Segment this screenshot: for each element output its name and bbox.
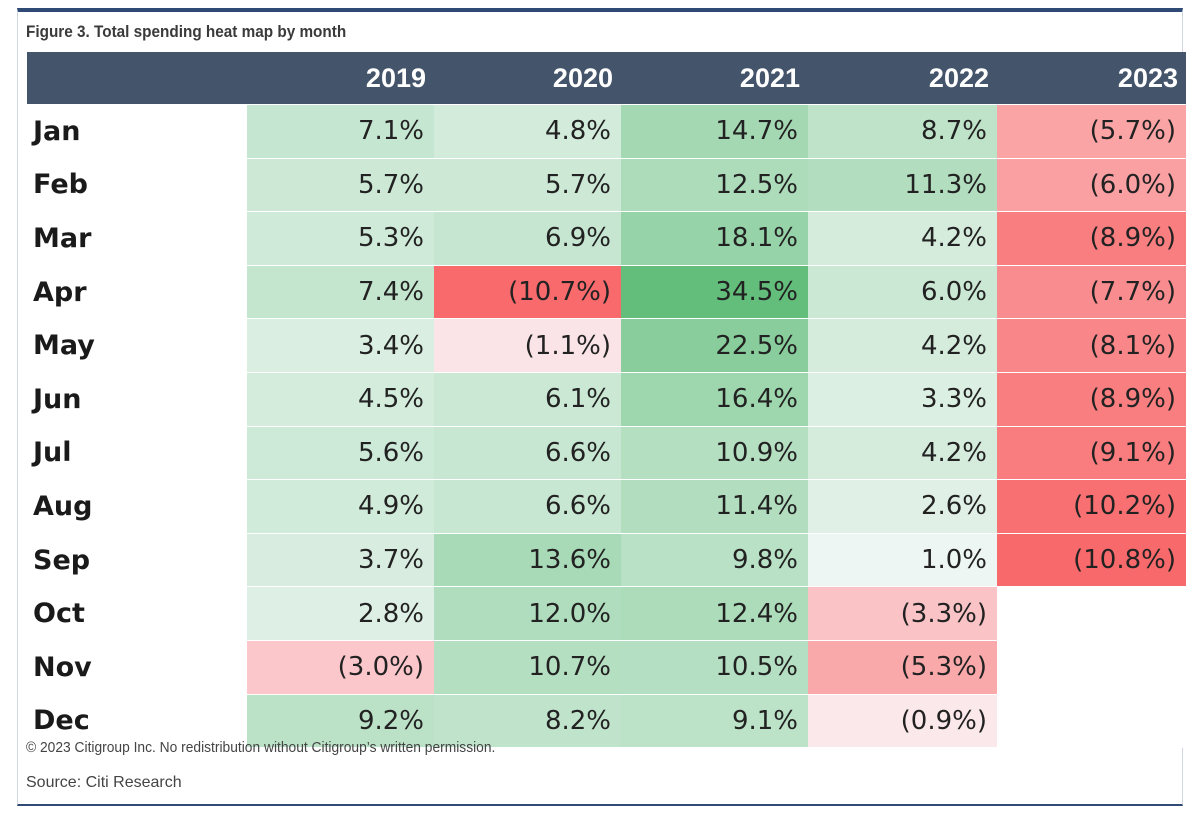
heat-cell: (3.3%) [808, 586, 997, 641]
heat-cell: 6.9% [434, 211, 621, 266]
heat-cell: 34.5% [621, 265, 808, 319]
heat-cell: 11.3% [808, 158, 997, 212]
row-label: May [27, 318, 247, 373]
heat-cell: 8.7% [808, 104, 997, 159]
copyright-note: © 2023 Citigroup Inc. No redistribution … [26, 739, 496, 756]
heat-cell: (10.2%) [997, 479, 1186, 534]
row-label: Nov [27, 640, 247, 695]
heat-cell: 8.2% [434, 694, 621, 748]
row-label: Sep [27, 533, 247, 587]
table-row: Jun 4.5% 6.1% 16.4% 3.3% (8.9%) [27, 372, 1186, 427]
header-corner [27, 52, 247, 105]
heat-cell: (8.9%) [997, 211, 1186, 266]
column-header: 2020 [434, 52, 621, 105]
heat-cell: 5.6% [247, 426, 434, 480]
row-label: Jul [27, 426, 247, 480]
heat-cell: 4.8% [434, 104, 621, 159]
heat-cell: 1.0% [808, 533, 997, 587]
heat-cell: (8.1%) [997, 318, 1186, 373]
column-header: 2021 [621, 52, 808, 105]
heat-cell: (1.1%) [434, 318, 621, 373]
heat-cell: 12.5% [621, 158, 808, 212]
table-row: Mar 5.3% 6.9% 18.1% 4.2% (8.9%) [27, 211, 1186, 266]
row-label: Aug [27, 479, 247, 534]
table-row: Jul 5.6% 6.6% 10.9% 4.2% (9.1%) [27, 426, 1186, 480]
row-label: Jun [27, 372, 247, 427]
heat-cell: 9.8% [621, 533, 808, 587]
heat-cell: 4.5% [247, 372, 434, 427]
heat-cell: (9.1%) [997, 426, 1186, 480]
table-row: Aug 4.9% 6.6% 11.4% 2.6% (10.2%) [27, 479, 1186, 534]
row-label: Oct [27, 586, 247, 641]
heat-cell: 16.4% [621, 372, 808, 427]
heat-cell: 10.5% [621, 640, 808, 695]
row-label: Dec [27, 694, 247, 748]
heat-cell: 4.2% [808, 426, 997, 480]
table-row: Sep 3.7% 13.6% 9.8% 1.0% (10.8%) [27, 533, 1186, 587]
heat-cell: (10.7%) [434, 265, 621, 319]
heat-cell: 10.7% [434, 640, 621, 695]
heat-cell [997, 640, 1186, 695]
table-row: Apr 7.4% (10.7%) 34.5% 6.0% (7.7%) [27, 265, 1186, 319]
table-row: Feb 5.7% 5.7% 12.5% 11.3% (6.0%) [27, 158, 1186, 212]
table-row: May 3.4% (1.1%) 22.5% 4.2% (8.1%) [27, 318, 1186, 373]
heat-cell: 12.4% [621, 586, 808, 641]
heat-cell [997, 586, 1186, 641]
heat-cell: 9.1% [621, 694, 808, 748]
heat-cell: 5.3% [247, 211, 434, 266]
heat-cell: 2.6% [808, 479, 997, 534]
heat-cell: (5.7%) [997, 104, 1186, 159]
column-header: 2022 [808, 52, 997, 105]
heat-cell: (7.7%) [997, 265, 1186, 319]
heat-cell: (8.9%) [997, 372, 1186, 427]
heat-cell: 9.2% [247, 694, 434, 748]
heat-cell: 14.7% [621, 104, 808, 159]
heat-cell: 3.4% [247, 318, 434, 373]
heat-cell: 3.7% [247, 533, 434, 587]
heat-cell: 4.2% [808, 318, 997, 373]
heat-cell: (0.9%) [808, 694, 997, 748]
heat-cell: 11.4% [621, 479, 808, 534]
heat-cell: 22.5% [621, 318, 808, 373]
heatmap-body: Jan 7.1% 4.8% 14.7% 8.7% (5.7%) Feb 5.7% 5.7% 12.… [27, 104, 1186, 748]
heat-cell: 7.1% [247, 104, 434, 159]
table-row: Dec 9.2% 8.2% 9.1% (0.9%) [27, 694, 1186, 748]
heat-cell: 2.8% [247, 586, 434, 641]
figure-title: Figure 3. Total spending heat map by mon… [26, 22, 347, 41]
heat-cell: 5.7% [247, 158, 434, 212]
header-row: 2019 2020 2021 2022 2023 [27, 52, 1186, 105]
row-label: Mar [27, 211, 247, 266]
heatmap-table: 2019 2020 2021 2022 2023 Jan 7.1% 4.8% 14.7… [27, 52, 1186, 748]
table-row: Oct 2.8% 12.0% 12.4% (3.3%) [27, 586, 1186, 641]
heat-cell: 12.0% [434, 586, 621, 641]
row-label: Apr [27, 265, 247, 319]
heat-cell: 3.3% [808, 372, 997, 427]
heat-cell: (6.0%) [997, 158, 1186, 212]
heat-cell: 18.1% [621, 211, 808, 266]
heat-cell: (5.3%) [808, 640, 997, 695]
heat-cell [997, 694, 1186, 748]
column-header: 2019 [247, 52, 434, 105]
heat-cell: 10.9% [621, 426, 808, 480]
source-note: Source: Citi Research [26, 774, 182, 791]
table-row: Jan 7.1% 4.8% 14.7% 8.7% (5.7%) [27, 104, 1186, 159]
heat-cell: 6.0% [808, 265, 997, 319]
heat-cell: 4.9% [247, 479, 434, 534]
heat-cell: 13.6% [434, 533, 621, 587]
row-label: Jan [27, 104, 247, 159]
heat-cell: (10.8%) [997, 533, 1186, 587]
table-row: Nov (3.0%) 10.7% 10.5% (5.3%) [27, 640, 1186, 695]
heat-cell: 4.2% [808, 211, 997, 266]
heat-cell: 5.7% [434, 158, 621, 212]
column-header: 2023 [997, 52, 1186, 105]
heat-cell: 7.4% [247, 265, 434, 319]
heat-cell: 6.6% [434, 426, 621, 480]
heat-cell: (3.0%) [247, 640, 434, 695]
row-label: Feb [27, 158, 247, 212]
heat-cell: 6.1% [434, 372, 621, 427]
heat-cell: 6.6% [434, 479, 621, 534]
